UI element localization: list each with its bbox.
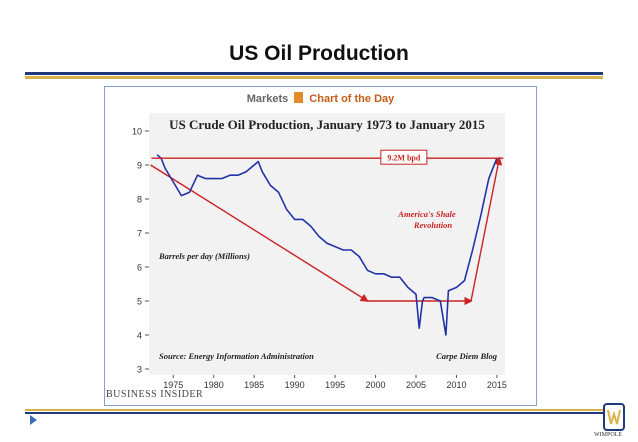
footer-rule-blue: [25, 412, 603, 414]
shale-label-line1: America's Shale: [397, 209, 456, 219]
x-tick-label: 2015: [487, 380, 507, 390]
chart-title: US Crude Oil Production, January 1973 to…: [169, 117, 485, 132]
brand-label: BUSINESS INSIDER: [106, 389, 204, 400]
peak-label: 9.2M bpd: [387, 154, 420, 163]
x-tick-label: 1985: [244, 380, 264, 390]
x-tick-label: 2005: [406, 380, 426, 390]
chart-of-day-icon: [294, 92, 304, 103]
credit-note: Carpe Diem Blog: [436, 351, 498, 361]
x-tick-label: 2010: [446, 380, 466, 390]
source-note: Source: Energy Information Administratio…: [159, 351, 314, 361]
oil-production-chart: 3 4 5 6 7 8 9 10 1975 1980 1985 1990 1995 2000 2005 201…: [132, 113, 507, 390]
trend-arrow: [470, 156, 503, 302]
logo-text: WIMPOLE: [594, 432, 622, 438]
x-tick-label: 1990: [285, 380, 305, 390]
play-icon[interactable]: [30, 415, 37, 425]
markets-label: Markets: [246, 93, 289, 105]
title-rule-blue: [25, 72, 603, 75]
y-axis-annotation: Barrels per day (Millions): [158, 251, 250, 261]
y-tick-label: 8: [137, 195, 142, 205]
y-tick-label: 4: [137, 331, 142, 341]
chart-of-day-label: Chart of the Day: [309, 93, 395, 105]
y-tick-label: 7: [137, 229, 142, 239]
y-tick-label: 10: [132, 127, 142, 137]
y-tick-label: 3: [137, 365, 142, 375]
x-tick-label: 1995: [325, 380, 345, 390]
production-series-line: [156, 154, 498, 336]
y-tick-label: 5: [137, 297, 142, 307]
footer-rule-gold: [25, 409, 603, 411]
chart-header: Markets Chart of the Day: [105, 87, 536, 111]
y-tick-label: 6: [137, 263, 142, 273]
trend-arrow: [150, 164, 369, 302]
peak-label-box: [380, 149, 428, 165]
x-tick-label: 2000: [366, 380, 386, 390]
title-rule-gold: [25, 76, 603, 79]
x-tick-label: 1980: [204, 380, 224, 390]
wimpole-logo-icon: [603, 403, 625, 431]
y-tick-label: 9: [137, 161, 142, 171]
x-tick-label: 1975: [163, 380, 183, 390]
chart-frame: Markets Chart of the Day 3 4 5 6 7 8 9 10 1975 198…: [104, 86, 537, 406]
slide-title: US Oil Production: [229, 42, 409, 65]
shale-label-line2: Revolution: [413, 220, 453, 230]
